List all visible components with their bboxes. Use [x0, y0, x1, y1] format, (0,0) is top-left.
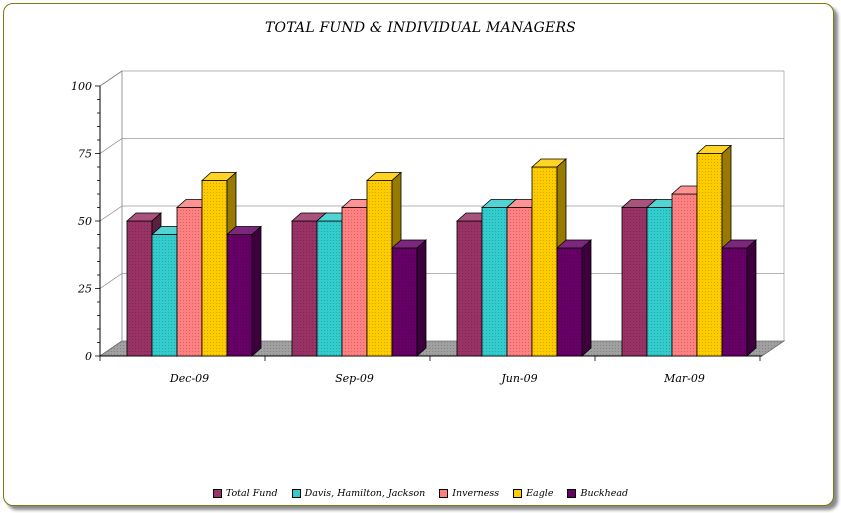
y-tick-label: 0	[85, 350, 92, 363]
bar-texture	[367, 180, 392, 356]
bar-texture	[672, 194, 697, 356]
bar-texture	[507, 207, 532, 356]
bar-texture	[647, 207, 672, 356]
y-tick-label: 75	[78, 148, 92, 161]
legend-label: Inverness	[452, 488, 500, 499]
gridline-side	[99, 273, 123, 289]
bar-texture	[457, 221, 482, 356]
legend-swatch	[212, 489, 222, 498]
bar-texture	[127, 221, 152, 356]
bar-texture	[317, 221, 342, 356]
y-tick-label: 50	[78, 215, 92, 228]
gridline-side	[99, 205, 123, 222]
bar-texture	[482, 207, 507, 356]
legend-label: Davis, Hamilton, Jackson	[304, 488, 426, 499]
bar-side	[251, 225, 262, 357]
bar-texture	[722, 248, 747, 356]
bar-texture	[697, 153, 722, 356]
chart-title: TOTAL FUND & INDIVIDUAL MANAGERS	[265, 20, 576, 36]
chart-legend: Total Fund Davis, Hamilton, Jackson Invern…	[0, 488, 841, 499]
y-tick-label: 25	[77, 283, 92, 296]
bar-texture	[202, 180, 227, 356]
x-category-label: Mar-09	[663, 372, 705, 385]
bar-texture	[292, 221, 317, 356]
gridline-side	[99, 70, 123, 87]
legend-item: Davis, Hamilton, Jackson	[291, 488, 426, 499]
floor-texture	[100, 341, 784, 356]
legend-swatch	[567, 489, 577, 498]
legend-swatch	[513, 489, 523, 498]
legend-item: Total Fund	[212, 488, 278, 499]
legend-item: Buckhead	[567, 488, 628, 499]
legend-swatch	[291, 489, 301, 498]
bar-texture	[152, 234, 177, 356]
bar-side	[746, 239, 757, 357]
legend-label: Eagle	[526, 488, 554, 499]
bar-texture	[177, 207, 202, 356]
bar-texture	[557, 248, 582, 356]
x-category-label: Dec-09	[169, 372, 209, 385]
bar-texture	[392, 248, 417, 356]
gridline-side	[99, 138, 123, 154]
bar-texture	[342, 207, 367, 356]
bar-texture	[227, 234, 252, 356]
bar-texture	[622, 207, 647, 356]
legend-item: Eagle	[513, 488, 553, 499]
bar-side	[416, 239, 427, 357]
legend-label: Total Fund	[225, 488, 278, 499]
x-category-label: Jun-09	[499, 372, 537, 385]
legend-label: Buckhead	[580, 488, 629, 499]
bar-side	[581, 239, 592, 357]
legend-item: Inverness	[439, 488, 499, 499]
legend-swatch	[439, 489, 449, 498]
x-category-label: Sep-09	[335, 372, 374, 385]
bar-texture	[532, 167, 557, 356]
y-tick-label: 100	[71, 80, 92, 93]
